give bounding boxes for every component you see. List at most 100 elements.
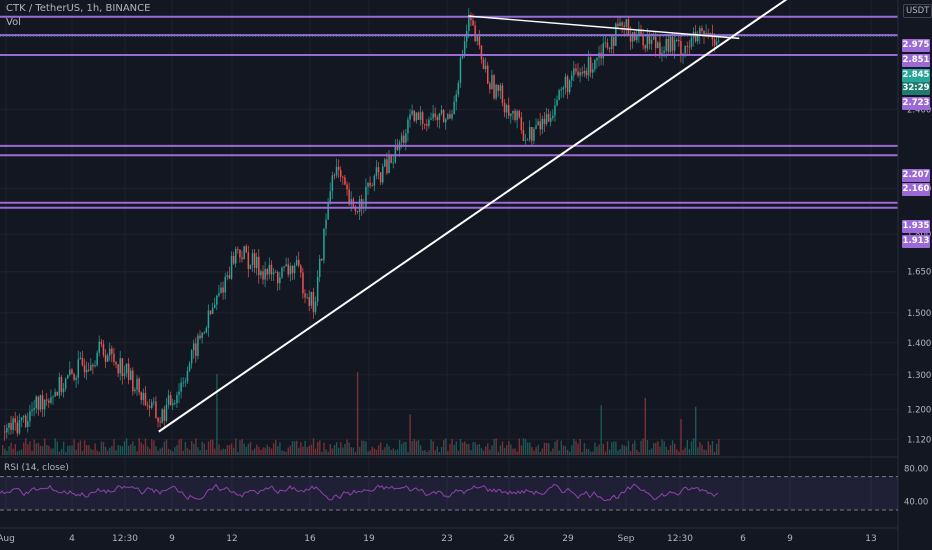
candle-body [552, 115, 554, 119]
candle-body [134, 389, 136, 392]
volume-bar [422, 450, 424, 455]
volume-bar [29, 441, 31, 455]
candle-body [424, 123, 426, 125]
candle-body [522, 130, 525, 141]
candle-body [287, 264, 289, 275]
candle-body [690, 37, 693, 48]
volume-bar [41, 446, 44, 455]
volume-bar [415, 440, 418, 455]
volume-bar [199, 450, 201, 455]
candle-body [499, 85, 502, 91]
candle-body [568, 80, 571, 93]
candle-body [62, 388, 65, 393]
volume-bar [165, 439, 168, 455]
candle-body [445, 119, 447, 123]
candle-body [386, 159, 388, 174]
candle-body [629, 34, 632, 42]
volume-bar [602, 443, 604, 455]
candle-body [638, 29, 640, 36]
volume-bar [243, 443, 245, 455]
volume-bar [569, 451, 571, 455]
volume-bar [508, 441, 510, 455]
candle-body [413, 110, 415, 121]
candle-body [529, 127, 531, 140]
volume-bar [123, 440, 126, 455]
candle-body [71, 369, 73, 374]
volume-bar [331, 448, 334, 455]
candle-body [703, 30, 705, 36]
candle-body [106, 355, 109, 362]
volume-bar [682, 449, 684, 455]
candle-body [447, 114, 449, 120]
candle-body [123, 373, 126, 376]
volume-bar [445, 438, 447, 455]
candle-body [241, 257, 243, 260]
volume-bar [703, 449, 705, 455]
volume-bar [411, 440, 413, 455]
candle-body [327, 203, 329, 220]
volume-bar [75, 449, 77, 455]
currency-badge[interactable]: USDT [903, 4, 932, 18]
candle-body [285, 264, 287, 267]
volume-bar [487, 443, 489, 455]
volume-bar [598, 444, 600, 455]
candle-body [140, 392, 142, 401]
candle-body [541, 118, 544, 130]
candle-body [319, 259, 321, 277]
candle-body [501, 85, 504, 103]
volume-bar [197, 447, 199, 455]
volume-bar [4, 448, 6, 455]
volume-bar [277, 446, 279, 455]
candle-body [442, 110, 445, 123]
candle-body [113, 353, 115, 363]
candle-body [6, 427, 8, 433]
candle-body [205, 328, 208, 333]
volume-bar [539, 451, 541, 455]
candle-body [678, 39, 680, 42]
volume-bar [386, 443, 388, 455]
candle-body [237, 248, 239, 250]
volume-bar [613, 441, 615, 455]
candle-body [594, 60, 596, 70]
volume-bar [201, 441, 203, 455]
volume-bar [566, 450, 569, 455]
volume-bar [648, 449, 651, 455]
volume-bar [432, 441, 434, 455]
candle-body [298, 259, 300, 266]
volume-bar [667, 450, 670, 455]
candle-body [526, 139, 529, 141]
candle-body [268, 264, 271, 275]
volume-bar [31, 450, 33, 455]
volume-bar [58, 451, 61, 455]
volume-bar [207, 441, 210, 455]
candle-body [54, 391, 56, 397]
volume-bar [174, 447, 176, 455]
candle-body [663, 50, 665, 53]
candle-body [382, 166, 384, 183]
candle-body [176, 394, 178, 404]
candle-body [102, 344, 105, 355]
candle-body [64, 378, 67, 389]
volume-bar [642, 438, 644, 455]
volume-bar [455, 441, 457, 455]
volume-bar [592, 451, 594, 455]
volume-bar [312, 438, 315, 455]
volume-bar [203, 443, 205, 455]
volume-bar [132, 441, 134, 455]
date-tick-label: 12:30 [667, 534, 693, 544]
candle-body [35, 396, 37, 408]
volume-bar [6, 450, 8, 455]
volume-bar [474, 442, 476, 455]
volume-bar [625, 446, 628, 455]
volume-bar [663, 441, 665, 455]
candle-body [300, 265, 302, 273]
candle-body [174, 403, 176, 404]
volume-bar [281, 450, 283, 455]
candle-body [178, 391, 180, 395]
volume-bar [655, 442, 657, 455]
candle-body [375, 167, 378, 176]
volume-bar [659, 446, 661, 455]
volume-bar [699, 442, 701, 455]
volume-bar [604, 451, 607, 455]
